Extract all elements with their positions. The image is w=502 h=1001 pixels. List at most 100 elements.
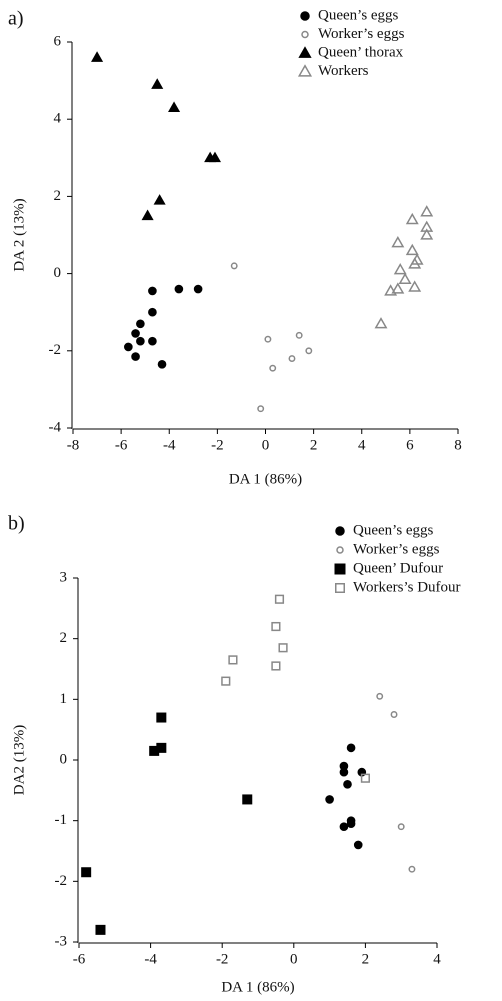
legend-label: Workers xyxy=(318,63,369,79)
panel-label: a) xyxy=(8,8,24,30)
point xyxy=(124,342,133,352)
point xyxy=(420,205,434,217)
y-tick-label: 0 xyxy=(54,265,62,281)
legend-marker xyxy=(336,546,344,554)
point xyxy=(346,743,356,753)
legend-label: Queen’s eggs xyxy=(353,522,434,538)
x-tick-label: 0 xyxy=(290,951,298,967)
point xyxy=(384,284,398,296)
legend-marker xyxy=(301,30,309,39)
point xyxy=(353,840,363,850)
y-tick-label: -2 xyxy=(55,873,68,889)
point xyxy=(374,317,388,329)
point xyxy=(397,823,405,831)
x-tick-label: -2 xyxy=(216,951,229,967)
point xyxy=(405,243,419,256)
point xyxy=(136,319,145,329)
x-tick-label: -4 xyxy=(163,437,176,453)
point xyxy=(95,924,106,935)
x-tick-label: 6 xyxy=(406,437,414,453)
legend-marker xyxy=(334,563,346,575)
legend-marker xyxy=(298,46,312,58)
point xyxy=(131,352,140,361)
legend-label: Workers’s Dufour xyxy=(353,579,461,595)
point xyxy=(271,621,281,632)
y-tick-label: -2 xyxy=(49,342,62,358)
point xyxy=(295,331,303,339)
point xyxy=(391,282,405,294)
y-tick-label: -3 xyxy=(55,933,68,949)
point xyxy=(278,643,288,653)
x-tick-label: 4 xyxy=(358,437,366,453)
legend-marker xyxy=(335,583,345,593)
point xyxy=(405,212,419,225)
point xyxy=(398,272,412,285)
point xyxy=(221,676,231,686)
legend-marker xyxy=(335,526,345,536)
point xyxy=(148,336,157,346)
y-tick-label: -1 xyxy=(55,812,68,828)
point xyxy=(325,795,334,804)
x-tick-label: 2 xyxy=(362,951,370,967)
point xyxy=(257,405,265,413)
point xyxy=(288,355,296,362)
legend-label: Worker’s eggs xyxy=(353,541,440,557)
point xyxy=(339,822,349,832)
y-tick-label: 2 xyxy=(60,630,68,646)
x-axis-label: DA 1 (86%) xyxy=(229,471,302,487)
point xyxy=(420,228,434,240)
point xyxy=(230,262,238,270)
x-tick-label: -8 xyxy=(67,437,80,453)
y-axis-label: DA2 (13%) xyxy=(11,725,27,795)
panel-label: b) xyxy=(8,513,25,535)
point xyxy=(156,712,167,723)
y-tick-label: -4 xyxy=(49,419,62,435)
point xyxy=(131,329,140,338)
point xyxy=(228,655,238,665)
point xyxy=(408,280,422,292)
panel: b) -6 -4 -2 0 2 4 -3 -2 -1 0 1 2 3 DA 1 (86%) DA2 (13%)… xyxy=(8,513,461,996)
point xyxy=(148,307,157,317)
x-axis-label: DA 1 (86%) xyxy=(221,979,294,995)
y-tick-label: 1 xyxy=(60,691,68,707)
x-tick-label: -4 xyxy=(144,951,157,967)
x-tick-label: 0 xyxy=(262,437,270,453)
y-tick-label: 0 xyxy=(60,751,68,767)
legend-label: Queen’ thorax xyxy=(318,44,404,60)
x-tick-label: 2 xyxy=(310,437,318,453)
point xyxy=(269,364,277,372)
point xyxy=(208,151,222,163)
point xyxy=(376,692,384,700)
point xyxy=(141,209,154,221)
point xyxy=(193,284,203,294)
point xyxy=(136,336,145,346)
point xyxy=(151,78,164,89)
point xyxy=(81,867,92,878)
point xyxy=(346,819,356,829)
point xyxy=(360,773,370,783)
y-tick-label: 2 xyxy=(54,188,62,204)
point xyxy=(264,335,272,343)
point xyxy=(168,101,181,113)
x-tick-label: 4 xyxy=(433,951,441,967)
x-tick-label: 8 xyxy=(454,437,462,453)
x-tick-label: -6 xyxy=(73,951,86,967)
legend-label: Queen’ Dufour xyxy=(353,560,443,576)
y-tick-label: 4 xyxy=(54,111,62,127)
point xyxy=(174,284,184,294)
point xyxy=(390,711,398,718)
point xyxy=(305,347,313,355)
y-tick-label: 6 xyxy=(54,33,62,49)
y-axis-label: DA 2 (13%) xyxy=(11,198,27,271)
point xyxy=(91,51,104,62)
point xyxy=(242,794,253,805)
legend-label: Worker’s eggs xyxy=(318,26,405,42)
legend-marker xyxy=(297,64,313,77)
legend-label: Queen’s eggs xyxy=(318,7,399,23)
point xyxy=(408,865,416,873)
legend-marker xyxy=(300,11,310,21)
panel: a) -8 -6 -4 -2 0 2 4 6 8 -4 -2 0 2 4 6 DA 1 (86%) DA 2 (1… xyxy=(8,7,462,487)
point xyxy=(157,359,167,369)
point xyxy=(153,194,166,205)
